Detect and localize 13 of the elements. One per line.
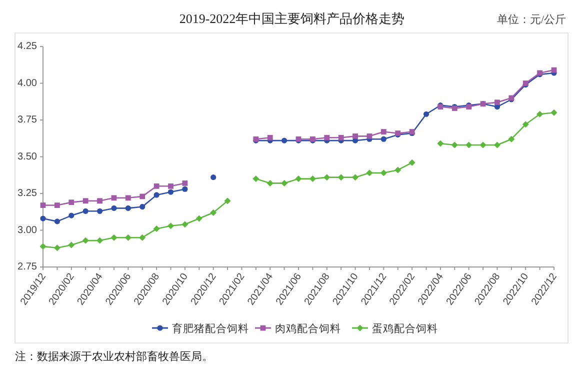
legend-label: 肉鸡配合饲料 (275, 322, 341, 335)
y-tick-label: 4.00 (18, 78, 38, 89)
y-tick-label: 4.25 (18, 41, 38, 52)
text: 注：数据来源于农业农村部畜牧兽医局。 (15, 350, 213, 363)
y-tick-label: 3.25 (18, 188, 38, 199)
y-tick-label: 3.00 (18, 224, 38, 236)
legend-label: 蛋鸡配合饲料 (372, 322, 438, 335)
y-tick-label: 3.75 (18, 114, 38, 126)
y-tick-label: 2.75 (18, 262, 38, 272)
chart-title: 2019-2022年中国主要饲料产品价格走势 (179, 11, 405, 26)
text: 单位：元/公斤 (496, 13, 566, 26)
legend-label: 育肥猪配合饲料 (172, 322, 249, 335)
y-tick-label: 3.50 (18, 151, 38, 162)
